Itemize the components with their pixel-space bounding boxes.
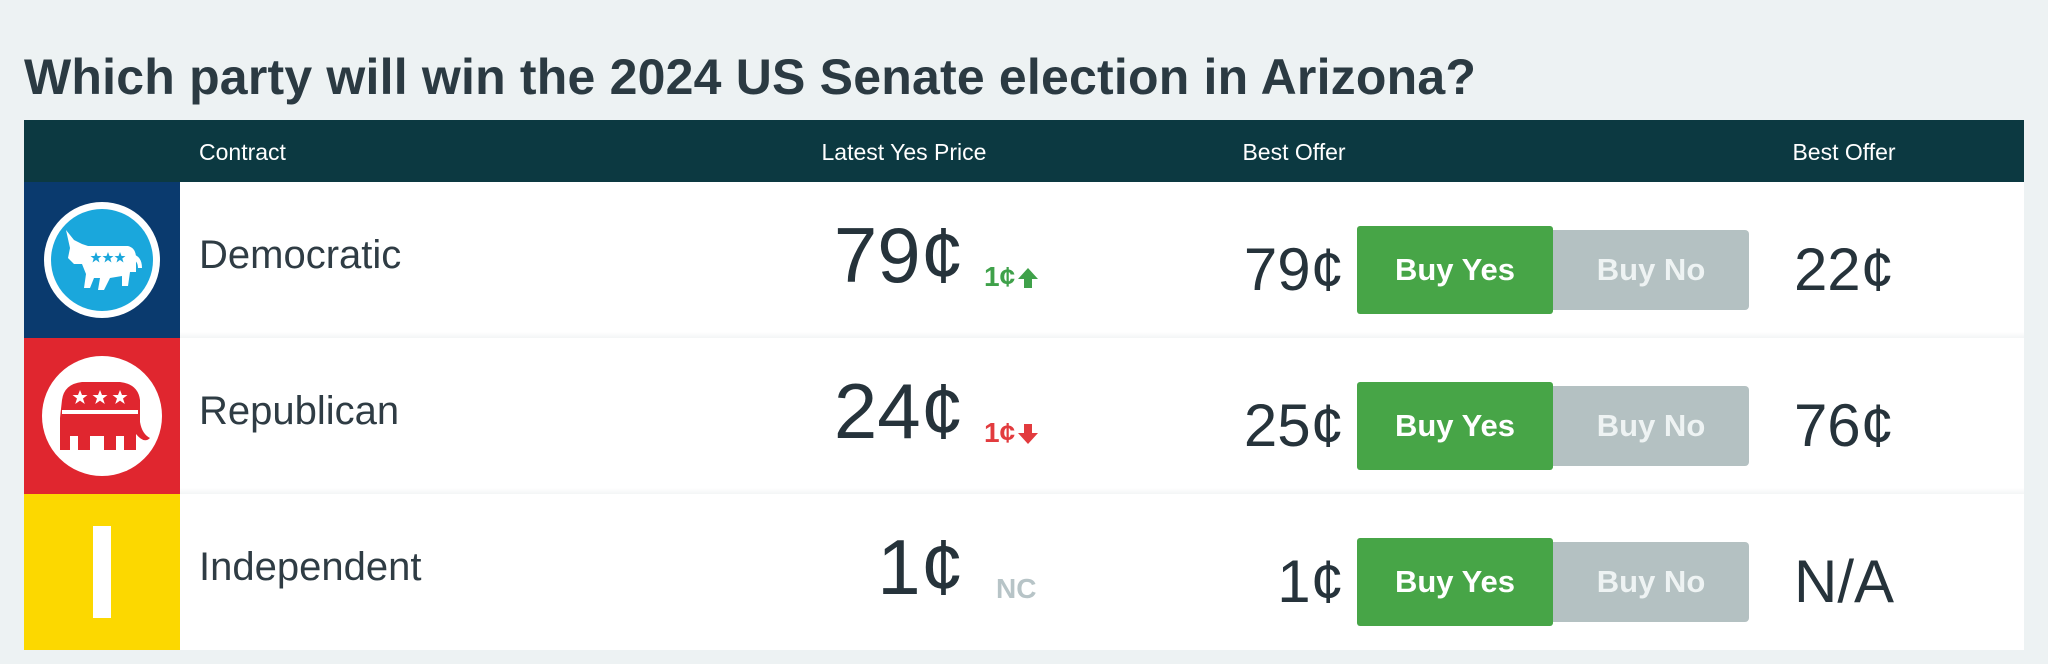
best-offer-yes: 1¢ bbox=[1277, 548, 1344, 615]
latest-yes-price: 24¢ bbox=[833, 367, 964, 455]
page-title: Which party will win the 2024 US Senate … bbox=[24, 48, 1477, 105]
buy-no-button[interactable]: Buy No bbox=[1553, 542, 1749, 622]
independent-bar-icon bbox=[93, 526, 111, 618]
price-change-value: 1¢ bbox=[984, 417, 1016, 448]
header-latest-yes-price: Latest Yes Price bbox=[821, 139, 987, 165]
best-offer-no: 22¢ bbox=[1793, 236, 1895, 303]
price-change: NC bbox=[996, 573, 1036, 605]
header-contract: Contract bbox=[199, 139, 286, 165]
arrow-up-icon bbox=[1017, 264, 1039, 296]
price-change: 1¢ bbox=[984, 417, 1039, 452]
contract-name: Democratic bbox=[199, 233, 402, 277]
buy-yes-button[interactable]: Buy Yes bbox=[1357, 226, 1553, 314]
best-offer-no: 76¢ bbox=[1793, 392, 1895, 459]
best-offer-no: N/A bbox=[1793, 548, 1895, 615]
democratic-donkey-icon bbox=[44, 202, 160, 318]
price-change-value: 1¢ bbox=[984, 261, 1016, 292]
democratic-logo bbox=[24, 182, 180, 338]
header-best-offer-no: Best Offer bbox=[1792, 139, 1896, 165]
price-change-value: NC bbox=[996, 573, 1037, 604]
market-table: Contract Latest Yes Price Best Offer Bes… bbox=[24, 120, 2024, 650]
buy-no-button[interactable]: Buy No bbox=[1553, 386, 1749, 466]
latest-yes-price: 79¢ bbox=[833, 211, 964, 299]
header-best-offer-yes: Best Offer bbox=[1242, 139, 1346, 165]
buy-yes-button[interactable]: Buy Yes bbox=[1357, 382, 1553, 470]
contract-row-independent: Independent 1¢ NC 1¢ Buy Yes Buy No N/A bbox=[24, 494, 2024, 650]
republican-logo bbox=[24, 338, 180, 494]
latest-yes-price: 1¢ bbox=[877, 523, 964, 611]
republican-elephant-icon bbox=[42, 356, 162, 476]
independent-logo bbox=[24, 494, 180, 650]
arrow-down-icon bbox=[1017, 420, 1039, 452]
buy-no-button[interactable]: Buy No bbox=[1553, 230, 1749, 310]
contract-name: Independent bbox=[199, 545, 422, 589]
price-change: 1¢ bbox=[984, 261, 1039, 296]
best-offer-yes: 25¢ bbox=[1243, 392, 1344, 459]
table-header: Contract Latest Yes Price Best Offer Bes… bbox=[24, 120, 2024, 182]
best-offer-yes: 79¢ bbox=[1243, 236, 1344, 303]
contract-row-democratic: Democratic 79¢ 1¢ 79¢ Buy Yes Buy No 22¢ bbox=[24, 182, 2024, 344]
contract-row-republican: Republican 24¢ 1¢ 25¢ Buy Yes Buy No 76¢ bbox=[24, 338, 2024, 500]
contract-name: Republican bbox=[199, 389, 400, 433]
buy-yes-button[interactable]: Buy Yes bbox=[1357, 538, 1553, 626]
